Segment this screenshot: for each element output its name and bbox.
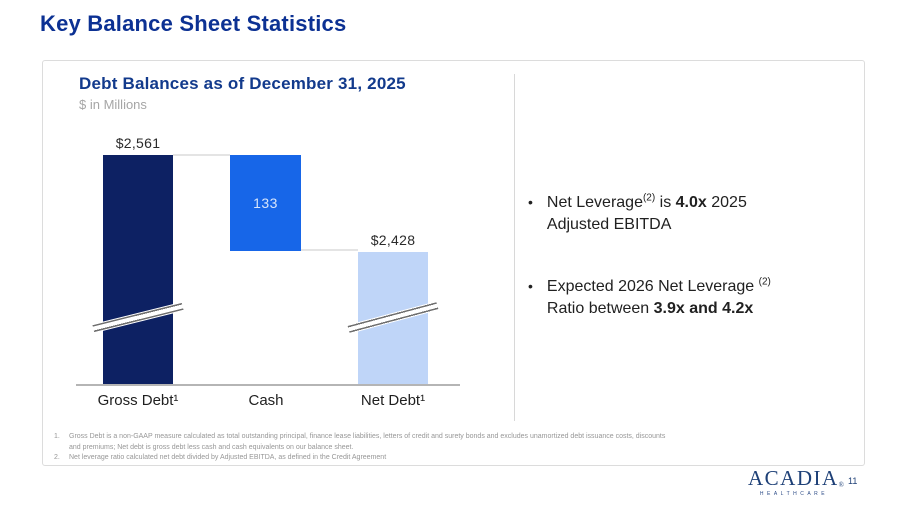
bullet-text-bold: 4.0x — [675, 194, 707, 211]
bar-value-label-net-debt: $2,428 — [370, 232, 416, 248]
logo-tagline: HEALTHCARE — [759, 491, 829, 497]
chart-title: Debt Balances as of December 31, 2025 — [79, 74, 406, 93]
bullet-text-segment: Net Leverage — [546, 194, 643, 211]
registered-trademark-icon: ® — [838, 481, 846, 489]
footnote-item: 1. Gross Debt is a non-GAAP measure calc… — [54, 432, 704, 453]
footnote-item: 2. Net leverage ratio calculated net deb… — [54, 453, 704, 464]
logo-wordmark: ACADIA® — [748, 466, 844, 490]
footnote-ref: (2) — [758, 276, 771, 288]
bullet-text-segment: 2025 Adjusted EBITDA — [546, 194, 747, 234]
bullet-text-segment: is — [655, 194, 676, 211]
bullet-text-segment: Expected 2026 Net Leverage — [546, 278, 759, 296]
x-axis-line — [76, 384, 460, 386]
list-item: • Expected 2026 Net Leverage (2) Ratio b… — [528, 276, 818, 320]
waterfall-connector-top — [173, 154, 230, 156]
footnotes: 1. Gross Debt is a non-GAAP measure calc… — [54, 432, 704, 464]
bar-cash — [230, 155, 301, 251]
page-title: Key Balance Sheet Statistics — [40, 11, 347, 36]
bullet-text-segment: Ratio between — [546, 300, 654, 318]
key-points-list: • Net Leverage(2) is 4.0x 2025 Adjusted … — [528, 192, 818, 320]
footnote-text: Gross Debt is a non-GAAP measure calcula… — [69, 433, 666, 451]
bar-value-label-gross-debt: $2,561 — [115, 135, 161, 151]
footnote-ref: (2) — [642, 192, 656, 204]
footnote-number: 2. — [54, 454, 60, 461]
footnote-number: 1. — [54, 433, 60, 440]
bar-gross-debt — [103, 155, 173, 384]
content-card: Debt Balances as of December 31, 2025 $ … — [42, 60, 865, 466]
bullet-text-bold: 3.9x and 4.2x — [653, 300, 754, 318]
footnote-text: Net leverage ratio calculated net debt d… — [69, 454, 387, 461]
category-label-cash: Cash — [248, 392, 284, 409]
chart-units-subtitle: $ in Millions — [79, 97, 147, 112]
category-label-gross-debt: Gross Debt¹ — [97, 392, 179, 409]
bullet-text-net-leverage: Net Leverage(2) is 4.0x 2025 Adjusted EB… — [547, 192, 803, 236]
waterfall-connector-mid — [301, 249, 358, 251]
bullet-text-expected-leverage: Expected 2026 Net Leverage (2) Ratio bet… — [547, 276, 803, 320]
category-label-net-debt: Net Debt¹ — [360, 392, 426, 409]
bullet-icon: • — [528, 194, 533, 210]
acadia-healthcare-logo: ACADIA® HEALTHCARE — [748, 466, 844, 498]
page-number: 11 — [848, 476, 858, 486]
list-item: • Net Leverage(2) is 4.0x 2025 Adjusted … — [528, 192, 818, 236]
vertical-divider — [514, 74, 515, 421]
logo-name-text: ACADIA — [748, 466, 839, 490]
bar-value-label-cash: 133 — [253, 195, 278, 211]
bullet-icon: • — [528, 278, 533, 295]
